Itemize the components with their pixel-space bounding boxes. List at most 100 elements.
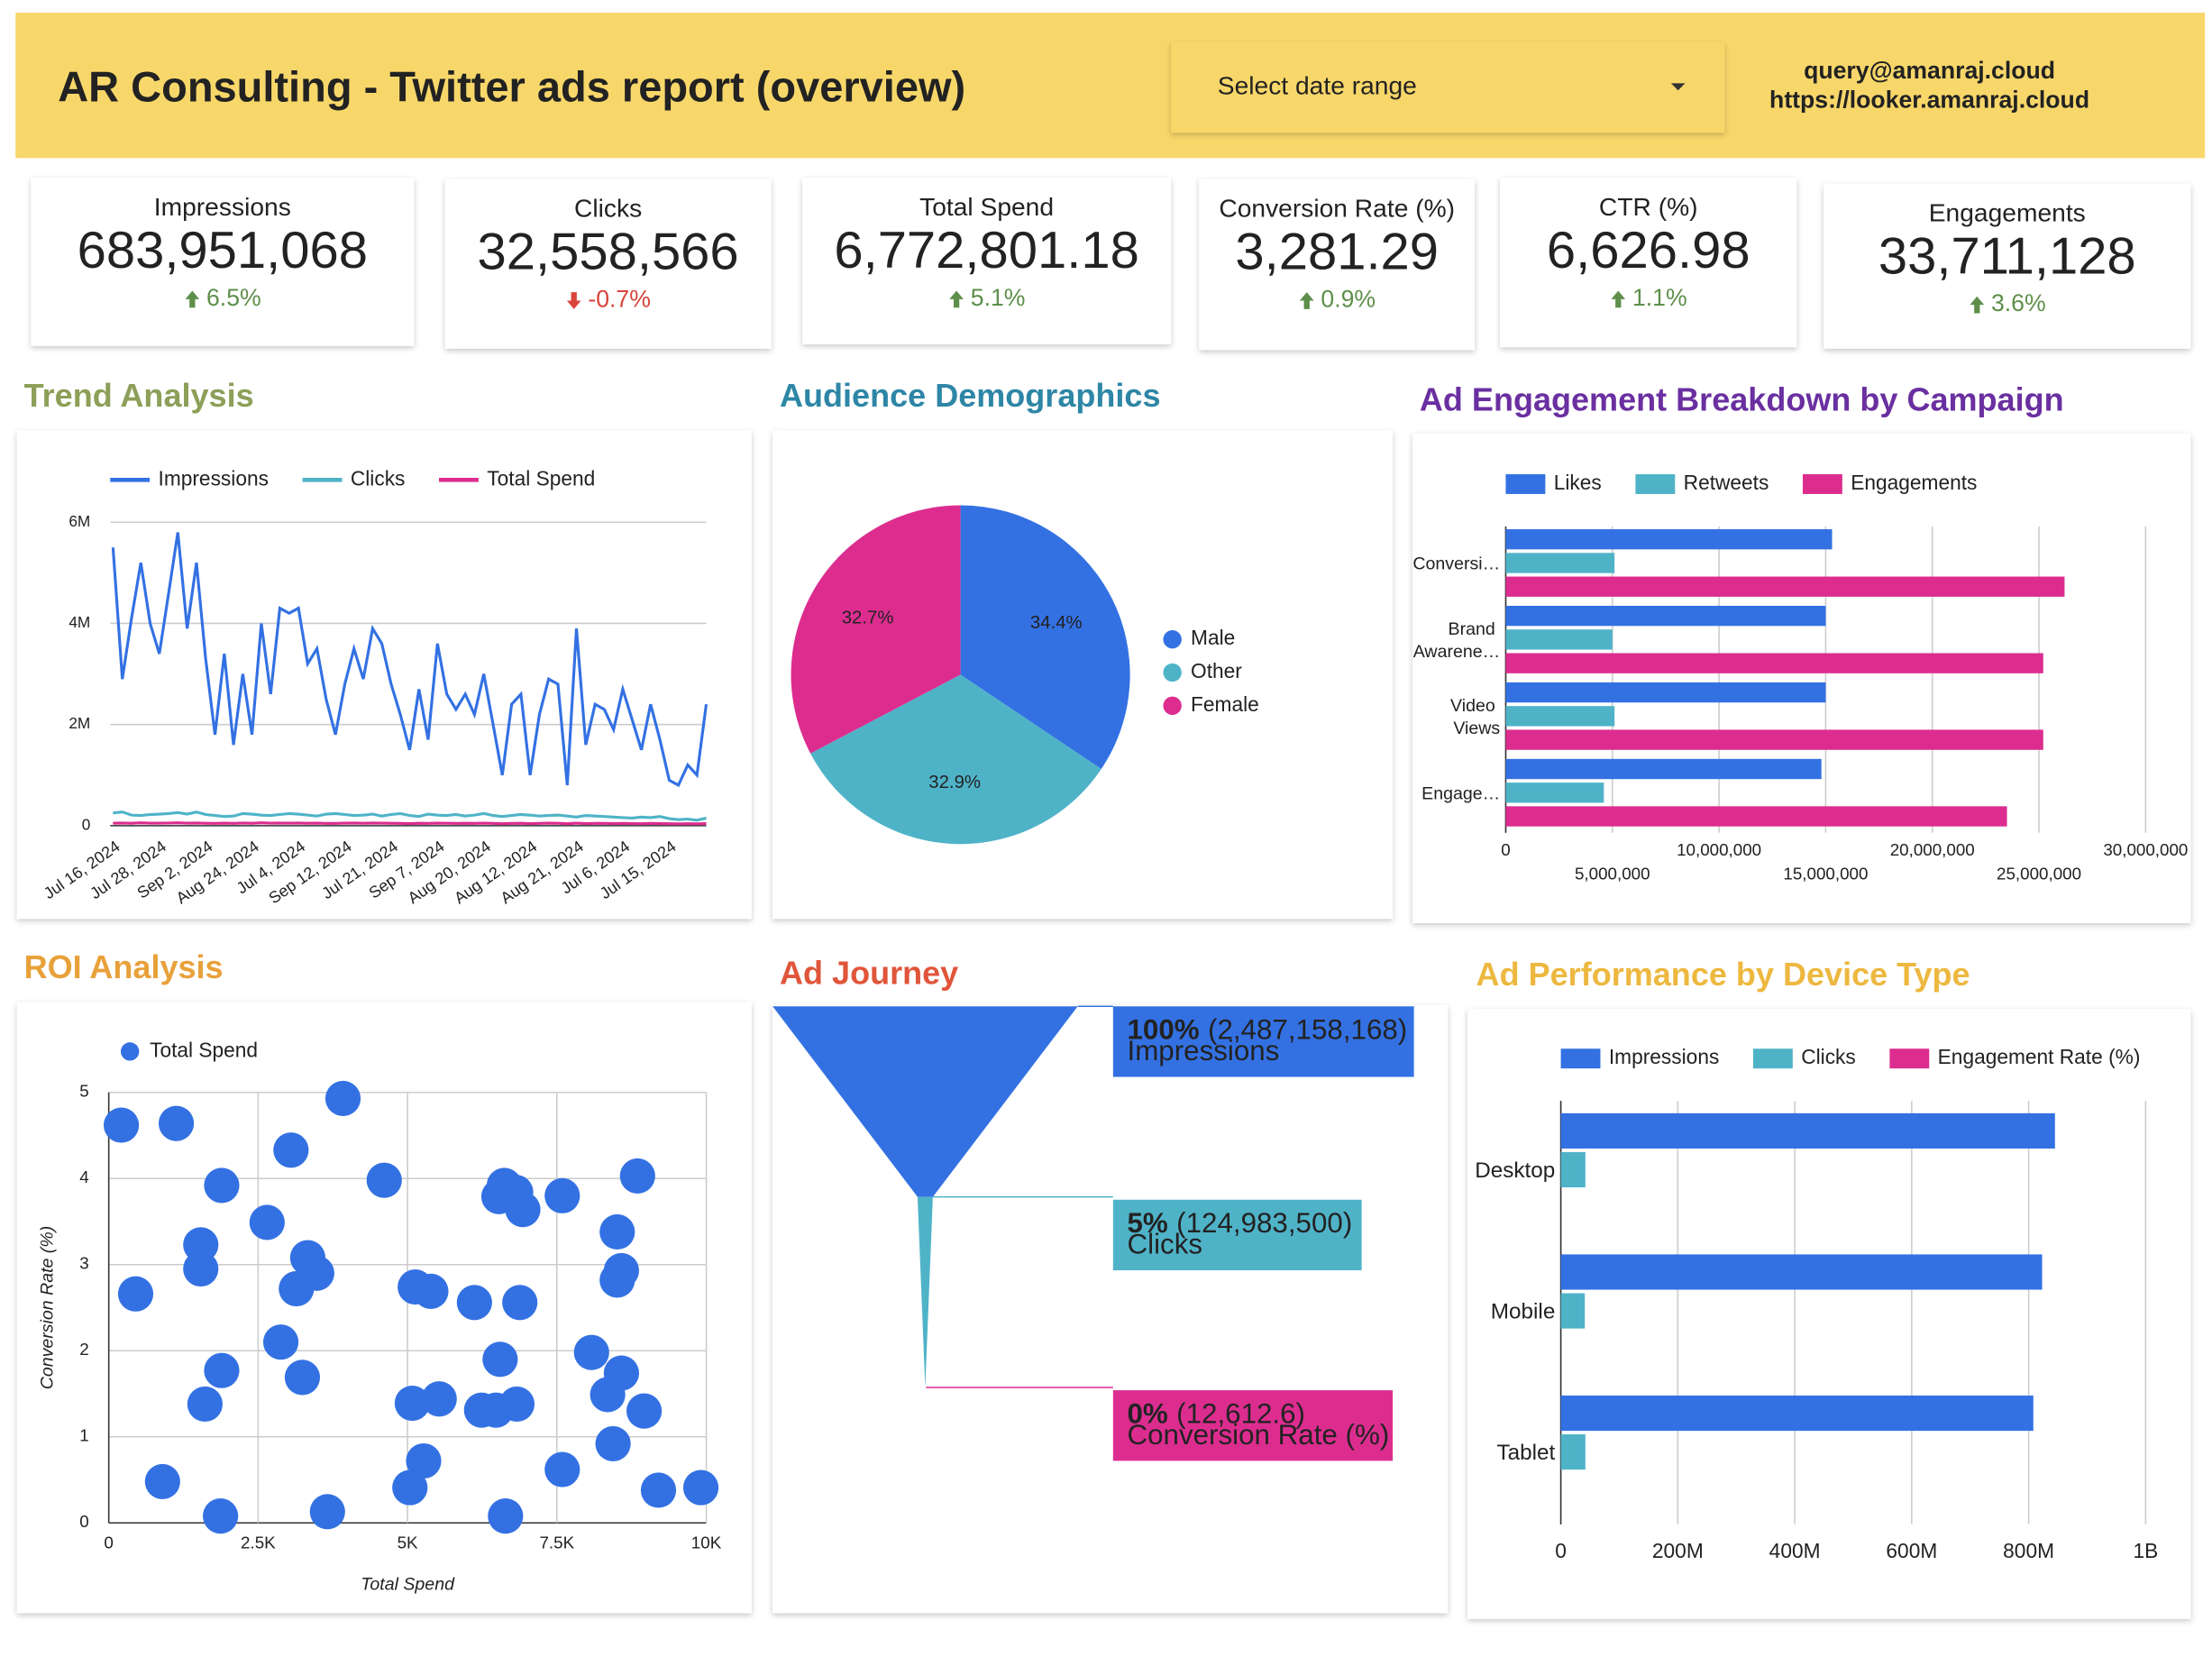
x-tick-label: 400M [1769, 1539, 1821, 1562]
scatter-point [279, 1270, 315, 1307]
legend-label: Likes [1554, 471, 1602, 494]
scorecard-value: 33,711,128 [1878, 227, 2136, 285]
x-tick-label: 0 [1501, 840, 1510, 859]
scatter-point [392, 1469, 428, 1506]
chart-title: Ad Journey [780, 954, 958, 991]
scorecard-change: 6.5% [206, 284, 261, 311]
scatter-point [488, 1498, 524, 1534]
y-tick-label: Desktop [1475, 1158, 1555, 1183]
date-range-label[interactable]: Select date range [1218, 71, 1417, 100]
report-title: AR Consulting - Twitter ads report (over… [58, 63, 965, 111]
y-tick-label: 2M [69, 714, 90, 732]
funnel-label-box [1112, 1390, 1394, 1461]
scatter-point [599, 1213, 635, 1250]
x-tick-label: 0 [1555, 1539, 1567, 1562]
scatter-point [573, 1334, 609, 1370]
funnel-percent: 5% [1128, 1207, 1168, 1239]
scatter-point [309, 1494, 345, 1530]
x-axis-title: Total Spend [361, 1574, 455, 1594]
trend-arrow [949, 290, 964, 308]
scatter-point [640, 1472, 677, 1508]
scorecard [31, 178, 415, 346]
contact-url: https://looker.amanraj.cloud [1769, 87, 2089, 114]
scatter-point [406, 1442, 442, 1479]
scorecard-label: Clicks [574, 194, 642, 223]
scorecard [1199, 179, 1475, 351]
scatter-point [421, 1381, 457, 1417]
scorecard-label: Impressions [154, 192, 291, 221]
y-tick-label: 2 [79, 1340, 88, 1359]
date-range-picker[interactable] [1171, 41, 1725, 133]
y-tick-label: 4 [79, 1167, 88, 1186]
slice-label: 34.4% [1030, 613, 1083, 633]
x-tick-label: 20,000,000 [1890, 840, 1975, 859]
trend-arrow [1299, 292, 1314, 309]
legend-label: Retweets [1684, 471, 1769, 494]
x-tick-label: 200M [1652, 1539, 1704, 1562]
bar [1505, 629, 1613, 650]
y-tick-label: 3 [79, 1254, 88, 1273]
contact-email: query@amanraj.cloud [1804, 57, 2055, 84]
scatter-point [599, 1262, 635, 1298]
funnel-stage [772, 1006, 1078, 1197]
slice-label: 32.7% [842, 609, 894, 628]
legend-label: Clicks [351, 466, 406, 490]
scatter-point [183, 1250, 219, 1287]
dropdown-caret[interactable] [1670, 83, 1686, 91]
y-tick-label: 5 [79, 1082, 88, 1101]
funnel-stage-name: Conversion Rate (%) [1128, 1419, 1390, 1451]
chart-panel [1467, 1009, 2191, 1619]
legend-label: Engagement Rate (%) [1938, 1045, 2141, 1068]
bar [1505, 605, 1826, 627]
y-tick-label: Conversi… [1412, 554, 1500, 574]
scorecard-label: Engagements [1929, 197, 2086, 226]
y-tick-label: 0 [82, 815, 91, 833]
scatter-point [262, 1324, 299, 1360]
trend-arrow [566, 292, 581, 309]
bar [1505, 576, 2065, 597]
y-axis-title: Conversion Rate (%) [37, 1226, 57, 1389]
chart-panel [1412, 433, 2191, 923]
legend-label: Clicks [1801, 1045, 1856, 1068]
funnel-value: (12,612.6) [1176, 1398, 1305, 1430]
legend-swatch [1560, 1048, 1601, 1069]
y-tick-label: Tablet [1497, 1441, 1556, 1465]
scatter-point [144, 1463, 180, 1499]
scatter-point [590, 1377, 626, 1413]
bar [1560, 1395, 2034, 1432]
x-tick-label: 10K [691, 1533, 722, 1552]
bar [1560, 1293, 1586, 1329]
chart-title: Ad Performance by Device Type [1476, 956, 1970, 993]
legend-swatch [1163, 630, 1182, 649]
trend-arrow [1970, 296, 1985, 314]
x-tick-label: 30,000,000 [2103, 840, 2188, 859]
y-tick-label: 0 [79, 1512, 88, 1531]
scatter-point [619, 1158, 655, 1194]
scatter-point [544, 1177, 580, 1213]
scatter-point [482, 1341, 518, 1378]
scorecard-change: 3.6% [1991, 289, 2046, 316]
legend-swatch [1505, 474, 1546, 494]
funnel-label-box [1112, 1199, 1362, 1271]
scatter-point [595, 1425, 631, 1461]
y-tick-label: 4M [69, 613, 90, 631]
bar [1560, 1254, 2043, 1290]
funnel-stage-name: Clicks [1128, 1229, 1203, 1260]
x-tick-label: 2.5K [241, 1533, 276, 1552]
scatter-point [204, 1167, 240, 1204]
bar [1505, 529, 1833, 550]
x-tick-label: 1B [2133, 1539, 2158, 1562]
legend-swatch [120, 1042, 140, 1061]
scorecard-label: CTR (%) [1599, 192, 1698, 221]
trend-arrow [1611, 290, 1626, 308]
x-tick-label: 5,000,000 [1575, 865, 1650, 883]
bar [1505, 682, 1826, 703]
scatter-point [183, 1227, 219, 1263]
scorecard [802, 178, 1172, 345]
scatter-point [626, 1393, 663, 1429]
scatter-point [544, 1451, 580, 1488]
pie-slice [791, 505, 961, 754]
scatter-point [498, 1386, 535, 1423]
